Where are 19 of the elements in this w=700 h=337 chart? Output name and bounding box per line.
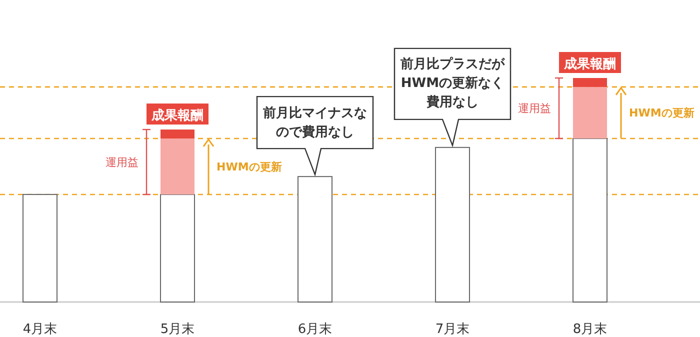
bar	[573, 78, 607, 87]
x-tick-label: 7月末	[435, 322, 470, 337]
bar	[160, 138, 194, 194]
annotation: 運用益	[518, 102, 551, 116]
bar	[572, 138, 608, 302]
annotation: 成果報酬	[563, 57, 616, 72]
x-tick-label: 4月末	[22, 322, 58, 337]
annotation: 前月比マイナスなので費用なし	[262, 104, 368, 142]
bar	[573, 86, 607, 138]
annotation: 前月比プラスだがHWMの更新なく費用なし	[400, 56, 506, 112]
annotation: HWMの更新	[629, 106, 694, 120]
annotation: HWMの更新	[216, 160, 282, 174]
bar	[160, 130, 194, 138]
annotation: 運用益	[106, 156, 138, 169]
x-tick-label: 6月末	[298, 322, 332, 337]
x-tick-label: 8月末	[572, 322, 608, 337]
x-tick-label: 5月末	[160, 322, 195, 337]
bar	[160, 194, 195, 302]
annotation: 成果報酬	[150, 108, 204, 124]
